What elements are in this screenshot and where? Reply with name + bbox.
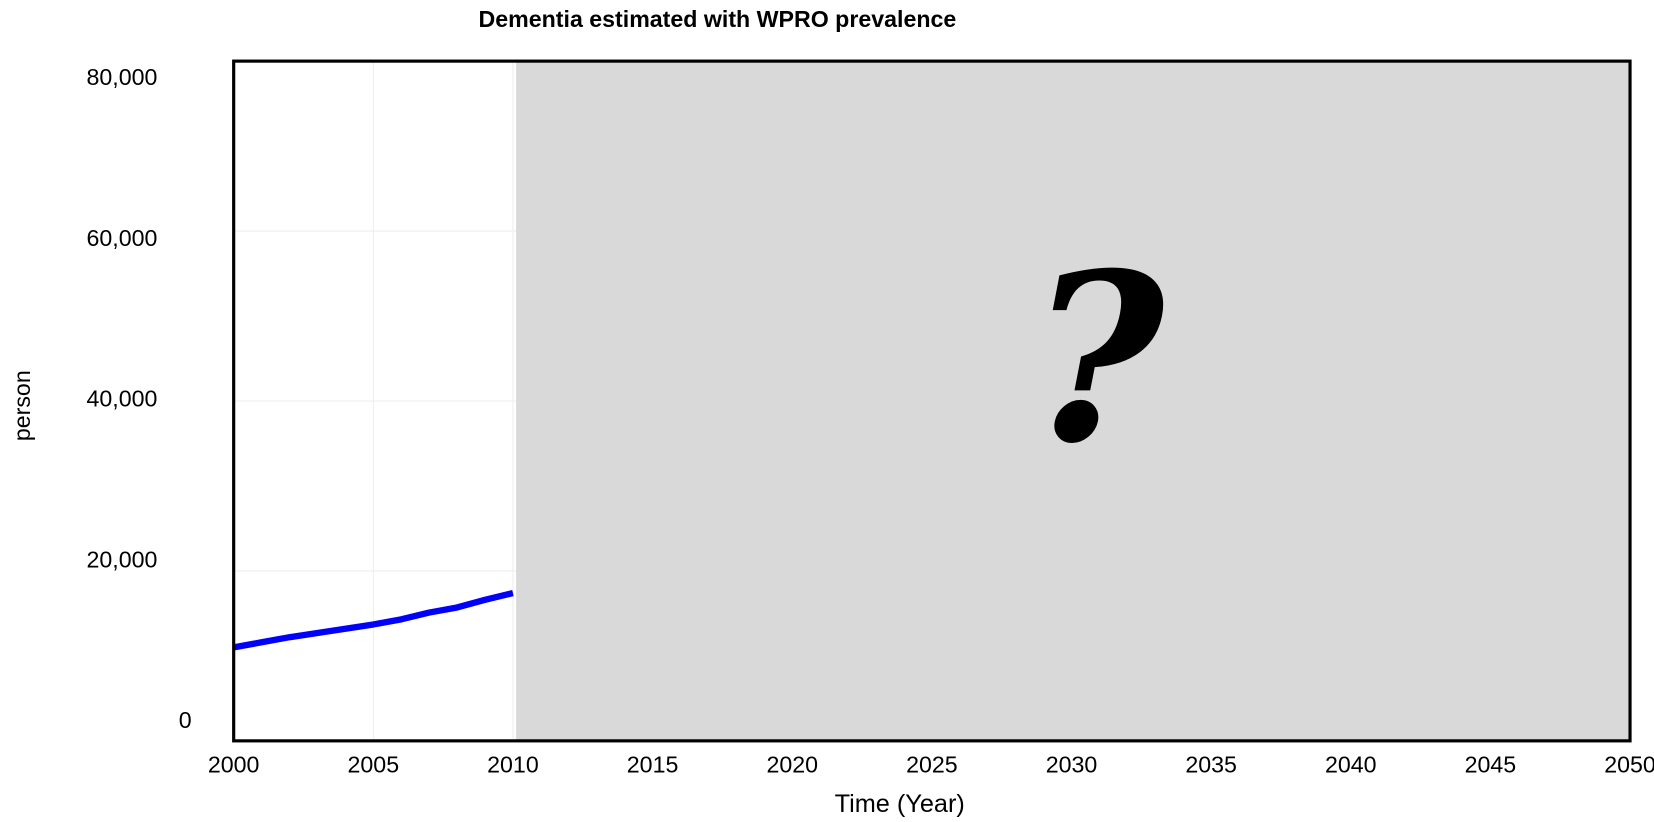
x-tick-label: 2045 (1465, 751, 1517, 777)
y-tick-label: 40,000 (87, 386, 158, 412)
x-tick-label: 2035 (1185, 751, 1237, 777)
y-axis-label: person (9, 370, 35, 441)
plot-frame (232, 59, 1632, 743)
mask-box (516, 61, 1631, 741)
y-tick-label: 80,000 (87, 64, 158, 90)
x-tick-label: 2050 (1604, 751, 1654, 777)
x-tick-label: 2000 (208, 751, 260, 777)
x-tick-label: 2025 (906, 751, 958, 777)
y-tick-label: 20,000 (87, 546, 158, 572)
annotation: ? (1029, 222, 1167, 495)
y-tick-label: 60,000 (87, 225, 158, 251)
x-tick-label: 2015 (627, 751, 679, 777)
x-axis-label: Time (Year) (835, 790, 965, 818)
chart-title: Dementia estimated with WPRO prevalence (479, 6, 957, 32)
x-tick-label: 2030 (1046, 751, 1098, 777)
x-tick-label: 2040 (1325, 751, 1377, 777)
x-tick-label: 2010 (487, 751, 539, 777)
data-line (233, 589, 514, 651)
x-tick-label: 2005 (348, 751, 400, 777)
y-tick-label: 0 (179, 707, 192, 733)
x-tick-label: 2020 (766, 751, 818, 777)
